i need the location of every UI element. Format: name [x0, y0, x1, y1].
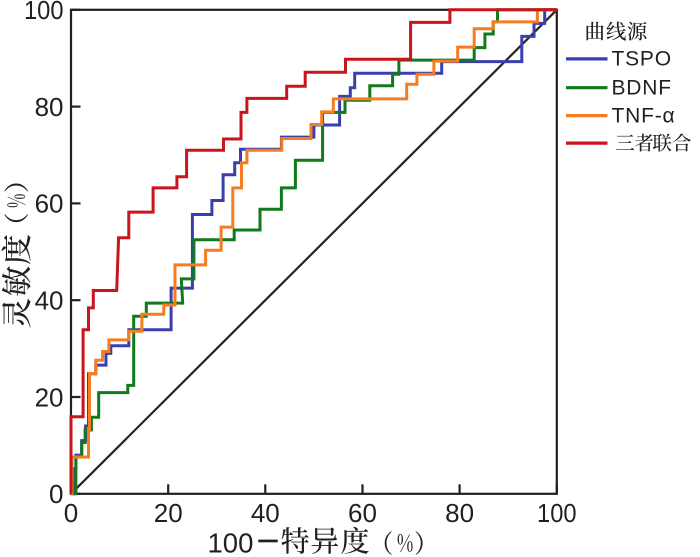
svg-text:100: 100 — [24, 0, 64, 25]
svg-text:40: 40 — [35, 286, 64, 316]
svg-text:20: 20 — [35, 382, 64, 412]
svg-text:40: 40 — [251, 498, 280, 528]
svg-text:80: 80 — [445, 498, 474, 528]
svg-text:0: 0 — [64, 498, 78, 528]
svg-text:60: 60 — [35, 189, 64, 219]
svg-text:100: 100 — [537, 498, 577, 528]
svg-text:0: 0 — [49, 479, 63, 509]
svg-text:80: 80 — [35, 92, 64, 122]
svg-text:20: 20 — [154, 498, 183, 528]
svg-text:TNF-α: TNF-α — [612, 104, 676, 127]
svg-text:TSPO: TSPO — [612, 48, 672, 71]
svg-text:100: 100 — [208, 528, 254, 557]
svg-text:BDNF: BDNF — [612, 77, 672, 100]
svg-text:60: 60 — [348, 498, 377, 528]
